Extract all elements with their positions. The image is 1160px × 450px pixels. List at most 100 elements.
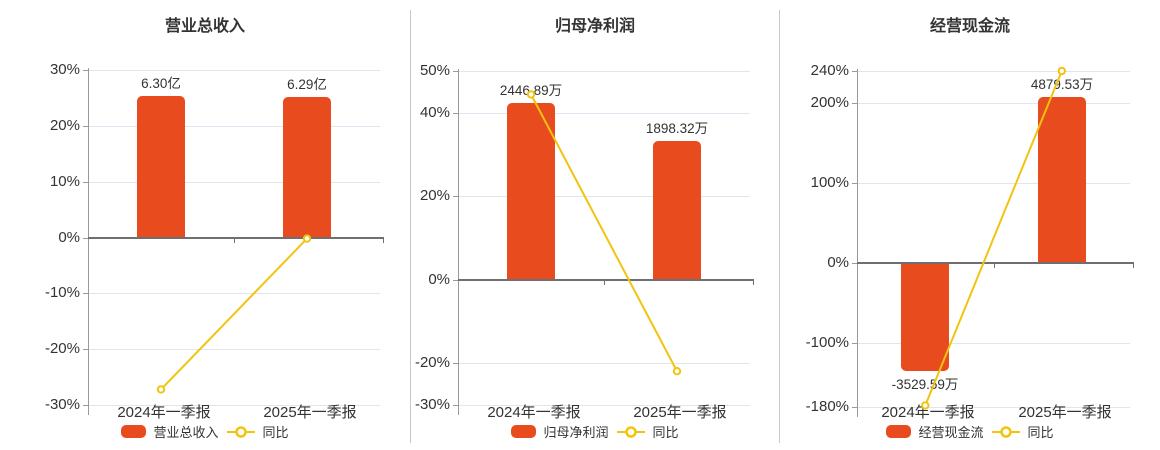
- legend-line-marker-icon: [991, 425, 1021, 439]
- panel-divider: [410, 10, 411, 443]
- y-axis-tick: [83, 182, 88, 183]
- legend-bar-label: 归母净利润: [543, 425, 609, 440]
- y-tick-label: -20%: [414, 354, 450, 371]
- y-axis-tick: [453, 363, 458, 364]
- y-tick-label: 100%: [810, 174, 849, 191]
- y-axis-tick: [852, 263, 857, 264]
- y-tick-label: 20%: [49, 117, 80, 134]
- bar: [901, 264, 949, 371]
- grid-line: [88, 70, 380, 71]
- bar: [507, 103, 555, 279]
- y-axis-line: [458, 69, 459, 415]
- y-tick-label: 40%: [419, 104, 450, 121]
- grid-line: [857, 71, 1130, 72]
- y-tick-label: -30%: [414, 396, 450, 413]
- zero-axis-line: [88, 237, 384, 239]
- bar: [283, 97, 331, 237]
- y-tick-label: 0%: [428, 271, 450, 288]
- y-axis-line: [857, 69, 858, 417]
- legend-line-label: 同比: [1027, 425, 1054, 440]
- grid-line: [458, 71, 750, 72]
- y-tick-label: 50%: [419, 62, 450, 79]
- bar-value-label: 6.29亿: [287, 77, 327, 92]
- grid-line: [88, 126, 380, 127]
- y-axis-tick: [83, 405, 88, 406]
- grid-line: [857, 103, 1130, 104]
- bar: [1038, 97, 1086, 262]
- x-axis-tick: [1133, 264, 1134, 268]
- y-axis-tick: [83, 293, 88, 294]
- grid-line: [88, 293, 380, 294]
- x-axis-tick: [994, 264, 995, 268]
- chart-panel-revenue: 营业总收入 营业总收入 同比: [0, 0, 410, 450]
- y-axis-tick: [83, 349, 88, 350]
- grid-line: [88, 405, 380, 406]
- bar: [137, 96, 185, 237]
- y-axis-line: [88, 68, 89, 415]
- y-tick-label: -100%: [805, 334, 849, 351]
- grid-line: [458, 196, 750, 197]
- y-axis-tick: [852, 71, 857, 72]
- grid-line: [857, 343, 1130, 344]
- bar-value-label: 2446.89万: [499, 83, 563, 98]
- x-axis-label: 2024年一季报: [881, 404, 975, 421]
- y-tick-label: 240%: [810, 62, 849, 79]
- legend-line-marker-icon: [616, 425, 646, 439]
- grid-line: [88, 349, 380, 350]
- y-axis-tick: [852, 343, 857, 344]
- y-tick-label: 200%: [810, 94, 849, 111]
- y-tick-label: 20%: [419, 187, 450, 204]
- y-axis-tick: [83, 126, 88, 127]
- y-tick-label: 0%: [58, 229, 80, 246]
- grid-line: [458, 405, 750, 406]
- zero-axis-line: [857, 262, 1134, 264]
- legend: 归母净利润 同比: [410, 422, 780, 441]
- x-axis-tick: [234, 239, 235, 243]
- grid-line: [857, 407, 1130, 408]
- y-axis-tick: [453, 280, 458, 281]
- grid-line: [458, 363, 750, 364]
- x-axis-label: 2025年一季报: [263, 404, 357, 421]
- y-tick-label: -180%: [805, 398, 849, 415]
- legend-line-label: 同比: [652, 425, 679, 440]
- y-tick-label: -10%: [44, 284, 80, 301]
- bar-value-label: 1898.32万: [645, 121, 709, 136]
- x-axis-tick: [383, 239, 384, 243]
- legend-bar-label: 营业总收入: [153, 425, 219, 440]
- x-axis-label: 2025年一季报: [633, 404, 727, 421]
- legend: 经营现金流 同比: [780, 422, 1160, 441]
- x-axis-tick: [604, 281, 605, 285]
- y-axis-tick: [453, 405, 458, 406]
- y-axis-tick: [852, 103, 857, 104]
- legend-bar-swatch-icon: [511, 425, 537, 438]
- y-tick-label: 30%: [49, 61, 80, 78]
- legend-line-marker-icon: [226, 425, 256, 439]
- panel-divider: [779, 10, 780, 443]
- chart-title: 营业总收入: [164, 18, 245, 35]
- grid-line: [857, 183, 1130, 184]
- legend-line-label: 同比: [262, 425, 289, 440]
- x-axis-label: 2024年一季报: [117, 404, 211, 421]
- y-tick-label: 0%: [827, 254, 849, 271]
- y-axis-tick: [83, 70, 88, 71]
- chart-title: 经营现金流: [929, 18, 1010, 35]
- y-axis-tick: [453, 196, 458, 197]
- chart-title: 归母净利润: [554, 18, 635, 35]
- x-axis-tick: [753, 281, 754, 285]
- grid-line: [458, 113, 750, 114]
- y-axis-tick: [852, 183, 857, 184]
- y-axis-tick: [852, 407, 857, 408]
- bar-value-label: 6.30亿: [141, 76, 181, 91]
- chart-panel-net-profit: 归母净利润 归母净利润 同比: [410, 0, 780, 450]
- y-axis-tick: [453, 113, 458, 114]
- y-axis-tick: [453, 71, 458, 72]
- legend: 营业总收入 同比: [0, 422, 410, 441]
- x-axis-label: 2024年一季报: [487, 404, 581, 421]
- y-axis-tick: [83, 238, 88, 239]
- y-tick-label: -30%: [44, 396, 80, 413]
- zero-axis-line: [458, 279, 754, 281]
- bar: [653, 141, 701, 279]
- chart-panel-cash-flow: 经营现金流 经营现金流 同比: [780, 0, 1160, 450]
- y-tick-label: 10%: [49, 173, 80, 190]
- grid-line: [88, 182, 380, 183]
